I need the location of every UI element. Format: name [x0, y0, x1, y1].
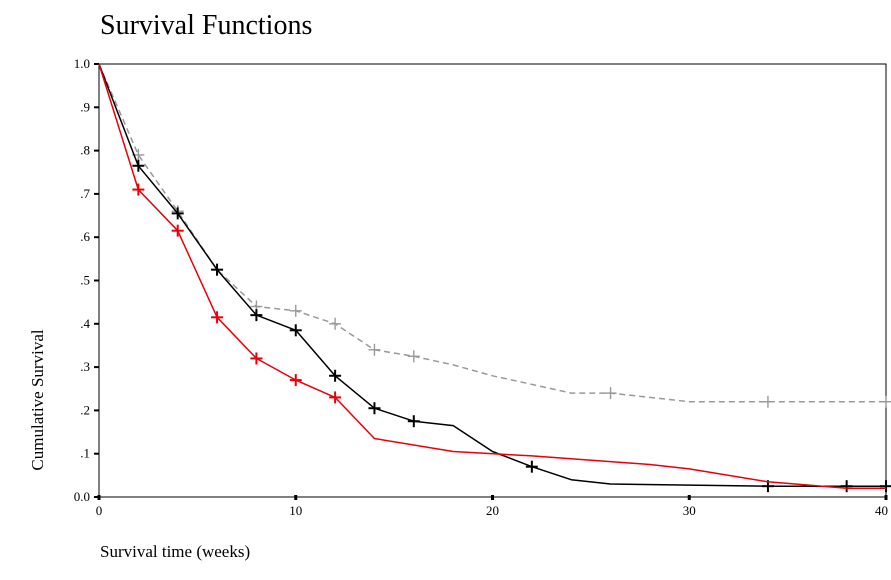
y-tick-label: .3: [80, 359, 90, 374]
x-tick-label: 0: [96, 503, 103, 518]
survival-line-1: [98, 63, 886, 403]
y-tick-label: .4: [80, 316, 90, 331]
y-tick-label: .5: [80, 273, 90, 288]
x-tick-label: 20: [486, 503, 499, 518]
y-tick-label: .8: [80, 143, 90, 158]
x-axis-label: Survival time (weeks): [100, 542, 251, 561]
y-tick-label: .6: [80, 229, 90, 244]
chart-title: Survival Functions: [100, 10, 313, 41]
x-tick-label: 30: [683, 503, 696, 518]
y-tick-label: 0.0: [74, 489, 90, 504]
y-tick-label: .2: [80, 402, 90, 417]
y-tick-label: .1: [80, 446, 90, 461]
y-tick-label: .9: [80, 99, 90, 114]
x-tick-label: 40: [875, 503, 888, 518]
plot-frame: [98, 63, 887, 498]
x-tick-label: 10: [289, 503, 302, 518]
y-tick-label: .7: [80, 186, 90, 201]
survival-line-3: [98, 63, 886, 490]
y-tick-label: 1.0: [74, 56, 90, 71]
